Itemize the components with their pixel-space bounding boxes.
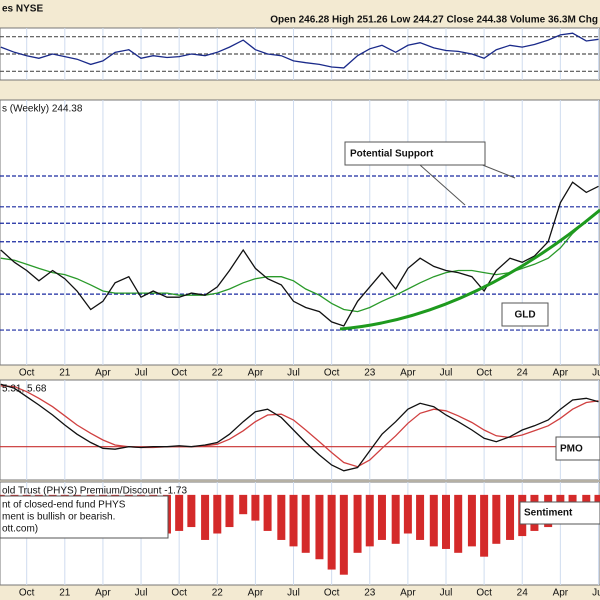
- annotation-box: [519, 501, 600, 525]
- x-tick-label: Oct: [19, 588, 35, 599]
- bar: [201, 494, 210, 540]
- support-curve: [339, 208, 600, 331]
- x-tick-label: 22: [212, 588, 224, 599]
- panel: [0, 379, 600, 481]
- annotation-box: [501, 302, 549, 327]
- bar: [506, 494, 515, 540]
- note-line: ment is bullish or bearish.: [2, 512, 115, 523]
- quote-line: Open 246.28 High 251.26 Low 244.27 Close…: [270, 15, 598, 26]
- bar: [277, 494, 286, 540]
- bar: [315, 494, 324, 560]
- x-tick-label: 22: [212, 368, 224, 379]
- x-tick-label: Apr: [400, 588, 416, 599]
- bar: [403, 494, 412, 534]
- series-line: [0, 32, 599, 69]
- annotation: Potential Support: [350, 149, 434, 160]
- note-line: nt of closed-end fund PHYS: [2, 500, 126, 511]
- bar: [239, 494, 248, 515]
- annotation: PMO: [560, 444, 583, 455]
- x-tick-label: Oct: [324, 588, 340, 599]
- x-tick-label: Jul: [592, 368, 600, 379]
- x-tick-label: Oct: [324, 368, 340, 379]
- bar: [480, 494, 489, 557]
- bar: [441, 494, 450, 549]
- x-tick-label: Apr: [553, 368, 569, 379]
- x-tick-label: Apr: [553, 588, 569, 599]
- x-tick-label: Jul: [287, 588, 300, 599]
- x-tick-label: Apr: [248, 588, 264, 599]
- bar: [416, 494, 425, 540]
- x-tick-label: Oct: [171, 368, 187, 379]
- x-tick-label: Jul: [135, 368, 148, 379]
- x-tick-label: Oct: [476, 368, 492, 379]
- annotation: Sentiment: [524, 508, 573, 519]
- x-tick-label: 24: [517, 368, 529, 379]
- bar: [429, 494, 438, 547]
- note-box: [0, 495, 169, 539]
- series-line: [0, 385, 599, 468]
- x-tick-label: Oct: [171, 588, 187, 599]
- bar: [365, 494, 374, 547]
- panel-title: 5.31, 5.68: [2, 384, 47, 395]
- x-tick-label: Oct: [476, 588, 492, 599]
- bar: [187, 494, 196, 528]
- note-line: ott.com): [2, 524, 38, 535]
- x-tick-label: 21: [59, 588, 71, 599]
- panel: [0, 99, 600, 366]
- panel-title: s (Weekly) 244.38: [2, 104, 83, 115]
- bar: [492, 494, 501, 544]
- x-tick-label: Jul: [440, 588, 453, 599]
- bar: [327, 494, 336, 570]
- x-tick-label: Apr: [95, 588, 111, 599]
- series-line: [0, 383, 599, 472]
- x-tick-label: Jul: [440, 368, 453, 379]
- bar: [225, 494, 234, 528]
- bar: [289, 494, 298, 547]
- bar: [391, 494, 400, 544]
- bar: [175, 494, 184, 531]
- x-tick-label: Jul: [592, 588, 600, 599]
- x-tick-label: Apr: [400, 368, 416, 379]
- x-tick-label: 24: [517, 588, 529, 599]
- bar: [301, 494, 310, 553]
- symbol-label: es NYSE: [2, 4, 43, 15]
- series-line: [0, 210, 599, 313]
- panel-title: old Trust (PHYS) Premium/Discount -1.73: [2, 486, 187, 497]
- x-tick-label: 21: [59, 368, 71, 379]
- x-tick-label: Apr: [95, 368, 111, 379]
- bar: [339, 494, 348, 575]
- x-tick-label: Oct: [19, 368, 35, 379]
- x-tick-label: Jul: [135, 588, 148, 599]
- annotation-box: [344, 141, 486, 166]
- bar: [263, 494, 272, 531]
- bar: [454, 494, 463, 553]
- annotation: GLD: [514, 310, 535, 321]
- bar: [377, 494, 386, 540]
- series-line: [0, 181, 599, 327]
- annotation-box: [555, 436, 600, 461]
- bar: [251, 494, 260, 521]
- bar: [353, 494, 362, 553]
- x-tick-label: Apr: [248, 368, 264, 379]
- bar: [213, 494, 222, 534]
- x-tick-label: 23: [364, 368, 376, 379]
- callout: [419, 164, 466, 206]
- x-tick-label: Jul: [287, 368, 300, 379]
- x-tick-label: 23: [364, 588, 376, 599]
- bar: [467, 494, 476, 547]
